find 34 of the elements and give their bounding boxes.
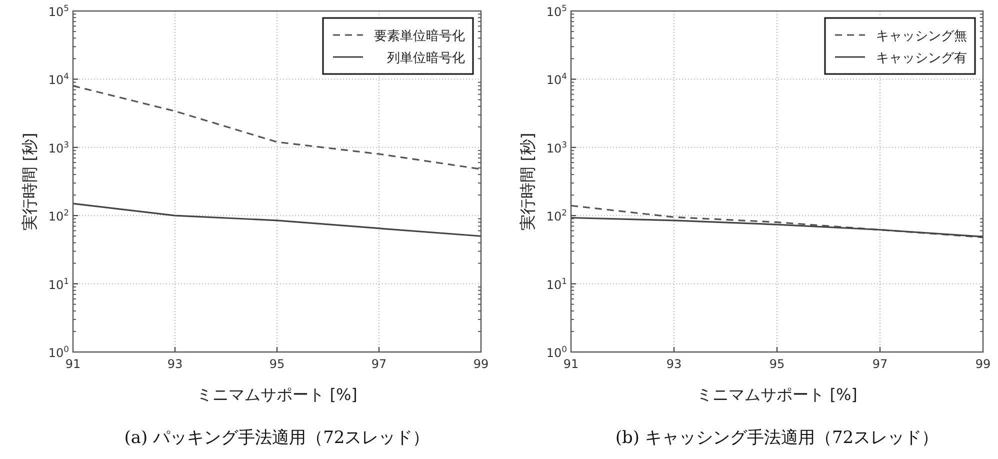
- y-axis-title: 実行時間 [秒]: [518, 132, 537, 230]
- text: (a) パッキング手法適用（72スレッド）: [124, 428, 430, 448]
- legend-label: キャッシング有: [876, 51, 967, 66]
- y-tick-label: 10$^{2}$: [48, 208, 69, 224]
- x-tick-label: 91: [65, 357, 81, 371]
- y-tick-label: 10$^{2}$: [546, 208, 567, 224]
- line-series: [72, 202, 482, 237]
- x-tick-label: 97: [872, 357, 888, 371]
- x-axis-title: ミニマムサポート [%]: [196, 385, 358, 404]
- y-tick-label: 10$^{4}$: [546, 71, 567, 88]
- x-tick-label: 93: [167, 357, 183, 371]
- y-tick-label: 10$^{4}$: [48, 71, 69, 88]
- legend-label: 列単位暗号化: [387, 51, 465, 66]
- y-tick-label: 10$^{3}$: [546, 139, 567, 156]
- line-series: [570, 216, 984, 238]
- x-tick-label: 95: [269, 357, 285, 371]
- y-tick-label: 10$^{0}$: [48, 344, 69, 360]
- y-tick-label: 10$^{3}$: [48, 139, 69, 156]
- y-tick-label: 10$^{0}$: [546, 344, 567, 360]
- y-axis-title: 実行時間 [秒]: [20, 132, 39, 230]
- x-tick-label: 97: [371, 357, 387, 371]
- text: (b) キャッシング手法適用（72スレッド）: [615, 428, 939, 448]
- legend-label: キャッシング無: [876, 29, 967, 44]
- y-tick-label: 10$^{5}$: [546, 3, 567, 19]
- x-tick-label: 91: [563, 357, 579, 371]
- x-axis-title: ミニマムサポート [%]: [696, 385, 858, 404]
- x-tick-label: 99: [975, 357, 991, 371]
- y-tick-label: 10$^{1}$: [48, 276, 69, 292]
- x-tick-label: 99: [473, 357, 489, 371]
- y-tick-label: 10$^{1}$: [546, 276, 567, 292]
- y-tick-label: 10$^{5}$: [48, 3, 69, 19]
- x-tick-label: 95: [769, 357, 785, 371]
- legend-label: 要素単位暗号化: [374, 29, 465, 44]
- x-tick-label: 93: [666, 357, 682, 371]
